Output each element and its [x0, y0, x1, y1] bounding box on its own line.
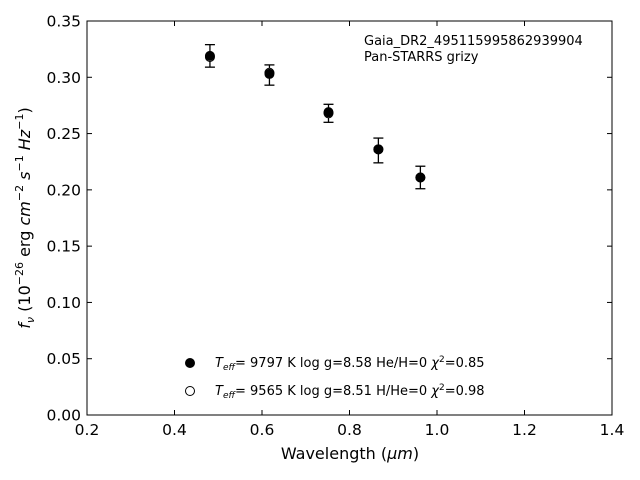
legend-marker-open — [185, 386, 195, 396]
plot-area — [86, 20, 613, 416]
y-tick-label: 0.30 — [46, 69, 81, 87]
legend-entry-1: Teff= 9797 K log g=8.58 He/H=0 χ2=0.85 — [215, 355, 485, 373]
legend-marker-filled — [185, 358, 195, 368]
y-tick-label: 0.15 — [46, 238, 81, 256]
x-tick-label: 1.0 — [425, 421, 450, 439]
x-axis-label: Wavelength (μm) — [281, 444, 419, 463]
y-axis-label: fν (10−26 erg cm−2 s−1 Hz−1) — [13, 107, 37, 328]
model-point-filled — [323, 107, 334, 118]
y-tick-label: 0.05 — [46, 350, 81, 368]
y-tick-label: 0.25 — [46, 125, 81, 143]
y-tick-label: 0.20 — [46, 181, 81, 199]
legend: Teff= 9797 K log g=8.58 He/H=0 χ2=0.85 T… — [185, 355, 485, 401]
data-markers — [204, 50, 426, 183]
y-tick-label: 0.00 — [46, 407, 81, 425]
x-tick-label: 1.4 — [600, 421, 625, 439]
model-point-filled — [415, 172, 426, 183]
y-tick-label: 0.10 — [46, 294, 81, 312]
model-point-filled — [373, 144, 384, 155]
y-axis-ticks: 0.00 0.05 0.10 0.15 0.20 0.25 0.30 0.35 — [46, 13, 612, 425]
legend-entry-2: Teff= 9565 K log g=8.51 H/He=0 χ2=0.98 — [215, 383, 485, 401]
x-tick-label: 1.2 — [512, 421, 537, 439]
model-point-filled — [204, 50, 215, 61]
object-id-annotation: Gaia_DR2_495115995862939904 — [364, 34, 583, 49]
x-tick-label: 0.8 — [337, 421, 362, 439]
y-tick-label: 0.35 — [46, 13, 81, 31]
x-tick-label: 0.6 — [250, 421, 275, 439]
survey-annotation: Pan-STARRS grizy — [364, 50, 479, 65]
x-axis-ticks: 0.2 0.4 0.6 0.8 1.0 1.2 1.4 — [75, 21, 625, 439]
model-point-filled — [264, 68, 275, 79]
x-tick-label: 0.4 — [162, 421, 187, 439]
x-tick-label: 0.2 — [75, 421, 100, 439]
